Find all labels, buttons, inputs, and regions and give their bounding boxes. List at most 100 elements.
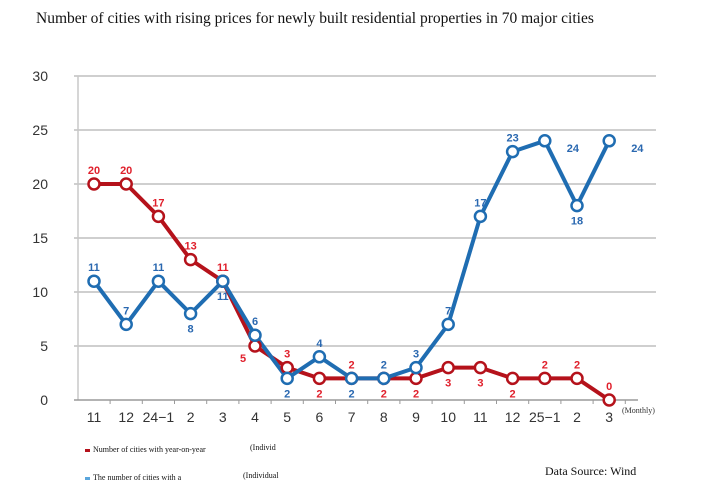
- y-tick-label: 0: [40, 392, 48, 408]
- data-label: 11: [153, 262, 165, 274]
- data-point: [280, 360, 294, 375]
- legend-suffix-yoy: (Individ: [250, 443, 276, 452]
- x-tick-label: 12: [505, 409, 521, 425]
- data-label: 18: [571, 216, 583, 228]
- x-tick-label: 11: [87, 409, 102, 425]
- data-label: 2: [413, 388, 419, 400]
- y-tick-label: 15: [32, 230, 48, 246]
- data-point: [409, 360, 423, 375]
- x-tick-label: 11: [473, 409, 488, 425]
- x-tick-label: 25−1: [529, 409, 561, 425]
- data-point: [151, 209, 166, 224]
- data-label: 7: [445, 305, 451, 317]
- data-point: [377, 371, 391, 386]
- data-point: [312, 371, 327, 386]
- data-point: [183, 252, 198, 267]
- x-tick-label: 3: [219, 409, 227, 425]
- data-point: [441, 317, 455, 332]
- data-label: 5: [240, 353, 246, 365]
- data-point: [538, 134, 552, 148]
- data-label: 24: [567, 143, 580, 155]
- data-point: [602, 393, 616, 407]
- chart-title: Number of cities with rising prices for …: [36, 10, 594, 27]
- gridlines: [74, 75, 656, 347]
- data-point: [505, 371, 520, 386]
- data-label: 20: [88, 165, 100, 177]
- data-point: [151, 274, 166, 288]
- data-label: 20: [120, 165, 132, 177]
- x-tick-label: 6: [316, 409, 324, 425]
- x-tick-label: 2: [573, 409, 581, 425]
- data-point: [409, 371, 423, 386]
- data-label: 6: [252, 316, 258, 328]
- x-tick-label: 5: [283, 409, 291, 425]
- data-label: 2: [349, 359, 355, 371]
- data-label: 7: [123, 305, 129, 317]
- data-point: [570, 198, 584, 213]
- axes: [74, 76, 638, 401]
- data-point: [473, 360, 488, 375]
- data-point: [538, 371, 552, 386]
- x-tick-label: 12: [118, 409, 134, 425]
- y-tick-label: 10: [32, 284, 48, 300]
- data-label: 3: [445, 378, 451, 390]
- x-tick-label: 24−1: [143, 409, 175, 425]
- data-label: 3: [413, 349, 419, 361]
- x-tick-label: 9: [412, 409, 420, 425]
- data-point: [119, 317, 133, 332]
- data-label: 0: [606, 381, 612, 393]
- data-label: 11: [88, 262, 100, 274]
- data-point: [505, 144, 520, 159]
- x-tick-label: 2: [187, 409, 195, 425]
- data-label: 2: [574, 359, 580, 371]
- legend-item-mom: The number of cities with a (Individual: [85, 471, 279, 482]
- x-tick-label: 7: [348, 409, 356, 425]
- x-tick-label: 8: [380, 409, 388, 425]
- data-point: [344, 371, 359, 386]
- data-label: 24: [631, 143, 644, 155]
- legend-label-mom: The number of cities with a: [93, 473, 182, 482]
- legend-swatch-blue: [85, 476, 90, 480]
- data-point: [473, 209, 488, 224]
- data-point: [87, 274, 101, 288]
- legend-label-yoy: Number of cities with year-on-year: [93, 445, 206, 454]
- data-point: [441, 360, 455, 375]
- data-source: Data Source: Wind: [545, 464, 637, 478]
- y-tick-label: 25: [32, 122, 48, 138]
- data-point: [280, 371, 294, 386]
- data-label: 23: [506, 133, 518, 145]
- series-line-1: [92, 138, 611, 381]
- y-axis-ticks: 0 5 10 15 20 25 30: [32, 68, 48, 408]
- data-point: [216, 274, 230, 288]
- data-label: 2: [284, 388, 290, 400]
- data-label: 2: [510, 388, 516, 400]
- data-label: 3: [477, 378, 483, 390]
- data-label: 2: [542, 359, 548, 371]
- x-tick-label: 10: [440, 409, 456, 425]
- data-label: 8: [188, 324, 194, 336]
- x-tick-label: 4: [251, 409, 259, 425]
- data-label: 17: [474, 197, 486, 209]
- data-label: 2: [316, 388, 322, 400]
- data-label: 17: [152, 197, 164, 209]
- data-point: [87, 177, 101, 191]
- legend-item-yoy: Number of cities with year-on-year (Indi…: [85, 443, 276, 454]
- y-tick-label: 20: [32, 176, 48, 192]
- data-point: [602, 134, 616, 148]
- data-label: 3: [284, 349, 290, 361]
- data-point: [248, 339, 262, 353]
- data-point: [183, 306, 198, 321]
- data-label: 2: [381, 359, 387, 371]
- data-label: 2: [381, 388, 387, 400]
- data-point: [248, 328, 262, 342]
- y-tick-label: 30: [32, 68, 48, 84]
- x-unit-label: (Monthly): [622, 406, 655, 415]
- data-point: [312, 350, 327, 364]
- series-points: [87, 134, 616, 407]
- data-label: 13: [184, 241, 196, 253]
- data-label: 11: [217, 291, 229, 303]
- x-tick-label: 3: [605, 409, 613, 425]
- data-label: 11: [217, 262, 229, 274]
